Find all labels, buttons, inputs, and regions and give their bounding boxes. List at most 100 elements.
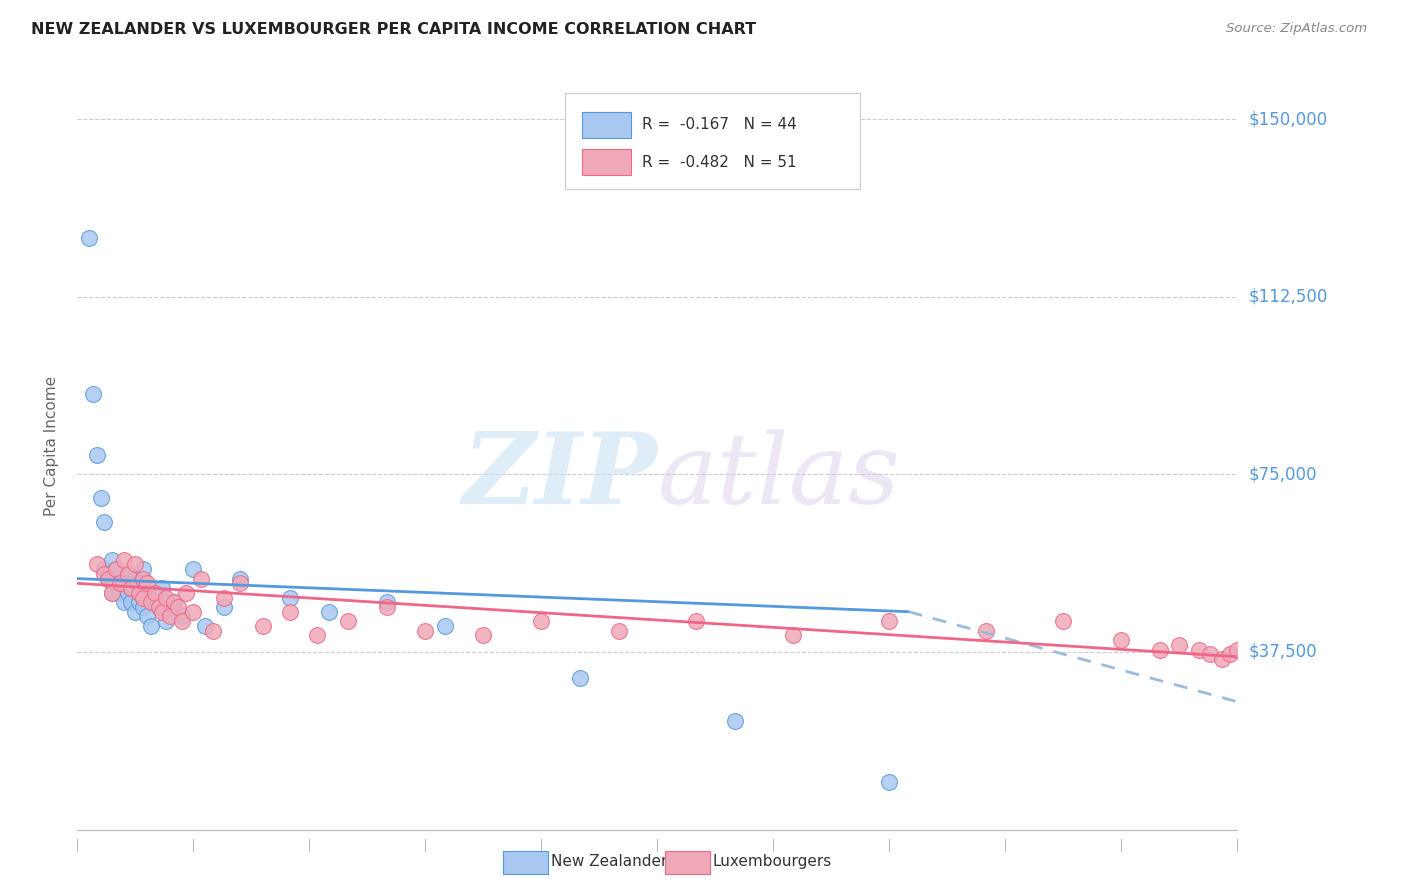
Point — [124, 605, 146, 619]
Point — [155, 591, 177, 605]
Point — [183, 605, 205, 619]
Text: ZIP: ZIP — [463, 428, 658, 524]
Point — [174, 586, 197, 600]
Point — [152, 581, 174, 595]
Point — [93, 562, 115, 576]
Point — [214, 599, 236, 614]
Point — [90, 491, 111, 505]
Point — [139, 595, 162, 609]
Point — [105, 562, 127, 576]
Point — [93, 515, 115, 529]
Point — [124, 558, 146, 572]
Point — [170, 614, 193, 628]
Text: atlas: atlas — [658, 429, 900, 524]
FancyBboxPatch shape — [582, 112, 631, 137]
Text: $150,000: $150,000 — [1249, 111, 1329, 128]
Point — [685, 614, 707, 628]
Point — [112, 595, 135, 609]
Point — [1052, 614, 1074, 628]
Point — [148, 599, 170, 614]
Point — [86, 558, 108, 572]
Text: New Zealanders: New Zealanders — [551, 855, 675, 869]
Point — [183, 562, 205, 576]
Point — [1168, 638, 1191, 652]
Point — [252, 619, 274, 633]
Point — [105, 562, 127, 576]
FancyBboxPatch shape — [565, 93, 860, 189]
Point — [121, 595, 143, 609]
Point — [105, 576, 127, 591]
Point — [607, 624, 630, 638]
Point — [132, 572, 155, 586]
Point — [143, 591, 166, 605]
Point — [136, 576, 159, 591]
Text: R =  -0.482   N = 51: R = -0.482 N = 51 — [643, 154, 797, 169]
Point — [569, 671, 592, 685]
Point — [117, 586, 139, 600]
Point — [163, 595, 186, 609]
Text: Luxembourgers: Luxembourgers — [713, 855, 832, 869]
Point — [152, 605, 174, 619]
Point — [433, 619, 456, 633]
Point — [108, 576, 131, 591]
Point — [163, 595, 186, 609]
Point — [136, 586, 159, 600]
Point — [228, 572, 252, 586]
Point — [112, 576, 135, 591]
Text: $75,000: $75,000 — [1249, 466, 1317, 483]
Point — [472, 628, 495, 642]
Point — [194, 619, 217, 633]
Point — [117, 566, 139, 581]
Point — [143, 586, 166, 600]
Point — [1226, 642, 1249, 657]
Point — [97, 572, 120, 586]
Point — [128, 586, 150, 600]
Point — [1218, 648, 1241, 662]
Point — [93, 566, 115, 581]
Text: R =  -0.167   N = 44: R = -0.167 N = 44 — [643, 117, 797, 132]
Point — [1187, 642, 1209, 657]
Point — [128, 595, 150, 609]
Point — [148, 599, 170, 614]
Point — [117, 566, 139, 581]
Text: Source: ZipAtlas.com: Source: ZipAtlas.com — [1226, 22, 1367, 36]
Point — [128, 576, 150, 591]
Point — [97, 572, 120, 586]
Point — [132, 591, 155, 605]
Point — [278, 591, 301, 605]
Point — [530, 614, 553, 628]
Point — [877, 614, 901, 628]
Point — [159, 609, 181, 624]
Point — [124, 572, 146, 586]
Point — [121, 581, 143, 595]
Point — [278, 605, 301, 619]
Point — [121, 581, 143, 595]
Text: NEW ZEALANDER VS LUXEMBOURGER PER CAPITA INCOME CORRELATION CHART: NEW ZEALANDER VS LUXEMBOURGER PER CAPITA… — [31, 22, 756, 37]
Point — [307, 628, 329, 642]
Point — [375, 595, 398, 609]
Point — [190, 572, 212, 586]
Point — [108, 586, 131, 600]
Point — [170, 609, 193, 624]
Point — [974, 624, 997, 638]
Point — [413, 624, 436, 638]
Point — [77, 230, 100, 244]
Point — [101, 586, 124, 600]
Point — [375, 599, 398, 614]
Point — [86, 449, 108, 463]
Point — [214, 591, 236, 605]
Point — [101, 586, 124, 600]
Point — [228, 576, 252, 591]
Text: Per Capita Income: Per Capita Income — [45, 376, 59, 516]
Point — [155, 614, 177, 628]
Text: $112,500: $112,500 — [1249, 288, 1329, 306]
Point — [1211, 652, 1233, 666]
Point — [337, 614, 360, 628]
Point — [132, 562, 155, 576]
Point — [112, 552, 135, 566]
Point — [1111, 633, 1133, 648]
Point — [318, 605, 340, 619]
Point — [1199, 648, 1222, 662]
Point — [101, 552, 124, 566]
Point — [877, 775, 901, 789]
